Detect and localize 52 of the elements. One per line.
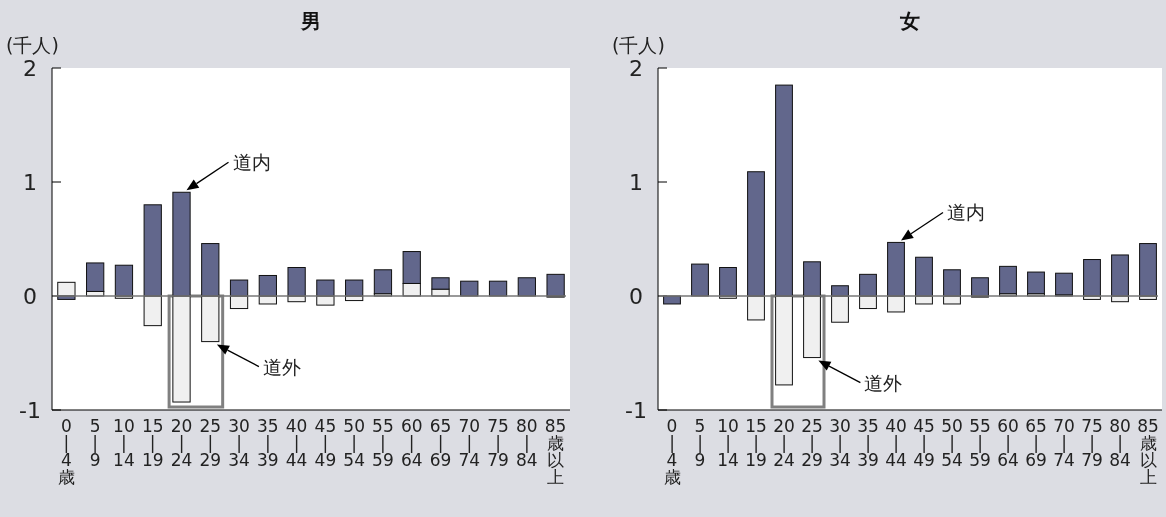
x-tick-label: 85歳以上 [544,416,567,487]
x-tick-label: 20 | 24 [170,416,193,470]
x-tick-label: 15 | 19 [141,416,164,470]
x-tick-label: 70 | 74 [1053,416,1075,470]
x-tick-label: 45 | 49 [913,416,935,470]
x-tick-label: 30 | 34 [829,416,851,470]
x-tick-label: 35 | 39 [857,416,879,470]
y-axis-title: (千人) [612,34,665,56]
x-tick-label: 50 | 54 [941,416,963,470]
x-tick-label: 80 | 84 [1109,416,1131,470]
x-tick-label: 65 | 69 [429,416,452,470]
y-tick-label: 0 [23,284,37,309]
chart-title: 女 [899,9,920,33]
annotation: 道内 [947,201,985,224]
annotation: 道外 [262,355,301,378]
y-tick-label: 2 [629,56,643,81]
x-tick-label: 50 | 54 [343,416,365,470]
x-tick-label: 10 | 14 [113,416,135,470]
x-tick-label: 5 | 9 [89,416,101,470]
x-tick-label: 0 | 4歳 [663,416,681,487]
x-tick-label: 60 | 64 [400,416,423,470]
y-tick-label: 1 [629,170,643,195]
x-tick-label: 35 | 39 [257,416,279,470]
x-tick-label: 20 | 24 [773,416,795,470]
y-tick-label: -1 [625,398,647,423]
x-tick-label: 15 | 19 [745,416,767,470]
x-tick-label: 0 | 4歳 [57,416,75,487]
x-tick-label: 55 | 59 [372,416,394,470]
x-tick-label: 75 | 79 [487,416,509,470]
x-tick-label: 30 | 34 [228,416,250,470]
x-tick-label: 40 | 44 [285,416,308,470]
x-tick-label: 70 | 74 [458,416,481,470]
x-tick-label: 45 | 49 [314,416,337,470]
x-tick-label: 60 | 64 [997,416,1019,470]
x-tick-label: 75 | 79 [1081,416,1103,470]
y-tick-label: 1 [23,170,37,195]
x-tick-label: 80 | 84 [516,416,538,470]
y-axis-title: (千人) [6,34,59,56]
y-tick-label: 2 [23,56,37,81]
x-tick-label: 5 | 9 [694,416,706,470]
x-tick-label: 25 | 29 [199,416,222,470]
y-tick-label: 0 [629,284,643,309]
x-tick-label: 10 | 14 [717,416,739,470]
y-tick-label: -1 [19,398,41,423]
annotation: 道内 [232,151,271,174]
x-tick-label: 40 | 44 [885,416,907,470]
x-tick-label: 55 | 59 [969,416,991,470]
x-tick-label: 65 | 69 [1025,416,1047,470]
chart-title: 男 [300,9,321,33]
x-tick-label: 25 | 29 [801,416,823,470]
annotation: 道外 [864,371,903,394]
x-tick-label: 85歳以上 [1137,416,1159,487]
